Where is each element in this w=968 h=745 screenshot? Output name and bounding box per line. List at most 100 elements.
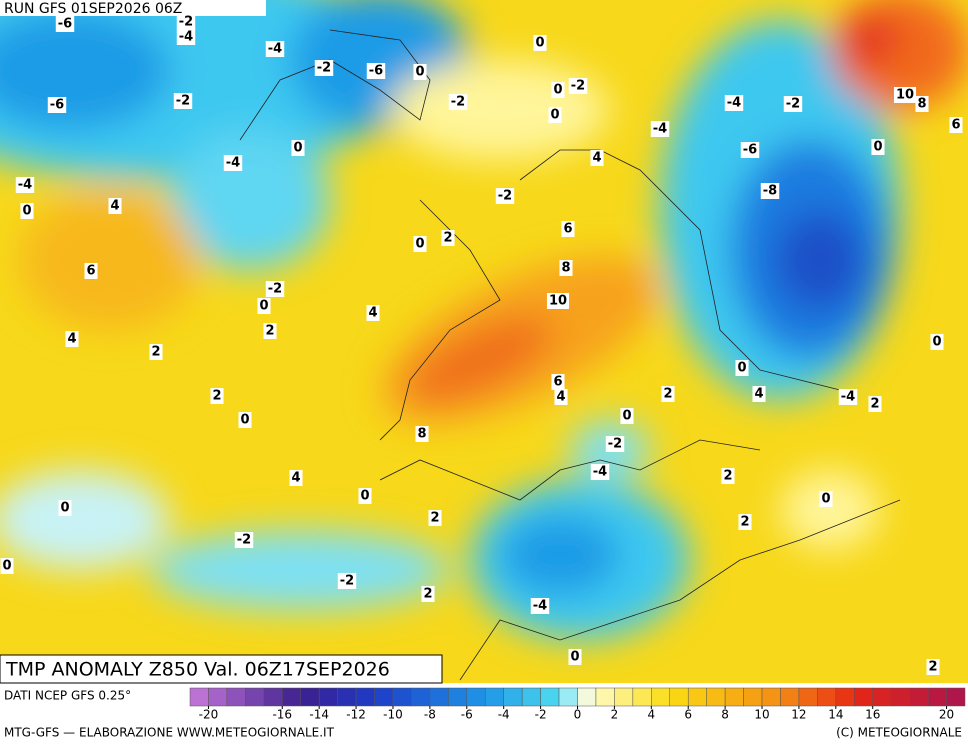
colorbar-swatch: [189, 687, 209, 707]
contour-label-group: -2: [568, 78, 588, 94]
contour-label-bg: [533, 35, 547, 51]
contour-label: 4: [291, 471, 300, 486]
contour-label-bg: [47, 97, 67, 113]
contour-label-group: 0: [413, 64, 427, 80]
contour-label: 0: [535, 36, 544, 51]
contour-label-group: 2: [661, 386, 675, 402]
contour-label-group: 0: [620, 408, 634, 424]
contour-label: 6: [553, 375, 562, 390]
contour-label: 4: [556, 390, 565, 405]
contour-label-group: 10: [893, 87, 917, 103]
contour-label-bg: [838, 389, 858, 405]
colorbar-swatch: [595, 687, 615, 707]
contour-label-group: 2: [441, 230, 455, 246]
contour-label: 2: [430, 511, 439, 526]
colorbar-swatch: [355, 687, 375, 707]
contour-label: 0: [553, 83, 562, 98]
contour-label: 0: [622, 409, 631, 424]
contour-label-bg: [15, 177, 35, 193]
contour-label-bg: [238, 412, 252, 428]
colorbar-swatch: [798, 687, 818, 707]
contour-label-group: 2: [738, 514, 752, 530]
contour-label-bg: [605, 436, 625, 452]
contour-label-group: -2: [265, 281, 285, 297]
contour-label-group: -4: [15, 177, 35, 193]
run-box: [0, 0, 266, 16]
contour-label-group: 0: [257, 298, 271, 314]
contour-label-group: -2: [314, 60, 334, 76]
colorbar-swatch: [540, 687, 560, 707]
contour-label-bg: [65, 331, 79, 347]
contour-label-group: 0: [568, 649, 582, 665]
contour-label-bg: [413, 236, 427, 252]
contour-label: -4: [179, 30, 193, 45]
contour-label-bg: [819, 491, 833, 507]
contour-label-bg: [413, 64, 427, 80]
colorbar-swatch: [448, 687, 468, 707]
contour-label-bg: [20, 203, 34, 219]
colorbar-swatch: [706, 687, 726, 707]
colorbar-swatch: [946, 687, 966, 707]
contour-label-group: -2: [448, 94, 468, 110]
contour-label-bg: [84, 263, 98, 279]
contour-label: -4: [727, 96, 741, 111]
contour-label: 0: [415, 65, 424, 80]
colorbar-tick-label: -16: [272, 708, 292, 722]
colorbar-swatch: [743, 687, 763, 707]
contour-label-group: -4: [838, 389, 858, 405]
colorbar-swatch: [337, 687, 357, 707]
colorbar-swatch: [558, 687, 578, 707]
contour-label-bg: [868, 396, 882, 412]
contour-label-group: -6: [740, 142, 760, 158]
contour-label-group: -6: [55, 16, 75, 32]
contour-label-group: 0: [735, 360, 749, 376]
contour-label: -2: [786, 97, 800, 112]
contour-label: 6: [951, 118, 960, 133]
contour-label-group: 2: [721, 468, 735, 484]
contour-label-bg: [661, 386, 675, 402]
contour-label-bg: [358, 488, 372, 504]
contour-label: 2: [870, 397, 879, 412]
contour-label: 2: [663, 387, 672, 402]
contour-label-group: 8: [559, 260, 573, 276]
colorbar-tick-label: 0: [574, 708, 582, 722]
contour-label-group: 2: [926, 659, 940, 675]
contour-label-group: 6: [561, 221, 575, 237]
contour-label-bg: [568, 649, 582, 665]
contour-label: 2: [151, 345, 160, 360]
colorbar-tick-label: -6: [461, 708, 473, 722]
colorbar-swatch: [208, 687, 228, 707]
contour-label: -2: [498, 189, 512, 204]
contour-label: -2: [571, 79, 585, 94]
contour-label-bg: [871, 139, 885, 155]
contour-label-bg: [108, 198, 122, 214]
colorbar-swatch: [724, 687, 744, 707]
contour-label: 4: [754, 387, 763, 402]
contour-label-bg: [949, 117, 963, 133]
contour-label-group: 0: [0, 558, 14, 574]
contour-label-group: 0: [533, 35, 547, 51]
colorbar-tick-label: -8: [424, 708, 436, 722]
contour-label-group: -4: [724, 95, 744, 111]
colorbar-swatch: [392, 687, 412, 707]
contour-label-bg: [559, 260, 573, 276]
contour-label: -2: [340, 574, 354, 589]
contour-label-group: 2: [428, 510, 442, 526]
contour-label-group: 4: [590, 150, 604, 166]
colorbar-swatch: [503, 687, 523, 707]
colorbar-swatch: [226, 687, 246, 707]
contour-label: 2: [723, 469, 732, 484]
contour-label-bg: [289, 470, 303, 486]
contour-label-bg: [223, 155, 243, 171]
contour-label: -4: [653, 122, 667, 137]
colorbar-tick-label: 16: [865, 708, 880, 722]
contour-label-group: 8: [915, 96, 929, 112]
contour-label: 6: [86, 264, 95, 279]
contour-label: -2: [179, 15, 193, 30]
contour-label-bg: [546, 293, 570, 309]
contour-label: 0: [550, 108, 559, 123]
colorbar-swatch: [817, 687, 837, 707]
contour-label: 0: [360, 489, 369, 504]
